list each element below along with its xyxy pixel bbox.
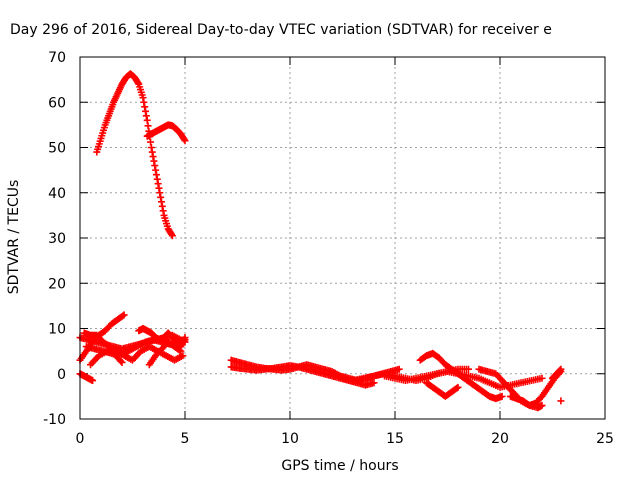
- axis-ticks: 0 5 10 15 20 25 -10 0 10 20 30 40 50 60 70: [43, 50, 614, 447]
- data-point: [144, 122, 152, 130]
- y-tick-label: 60: [48, 95, 66, 111]
- y-tick-label: 10: [48, 322, 66, 338]
- series-s3: [76, 370, 97, 385]
- data-point: [119, 312, 127, 320]
- data-point: [118, 358, 126, 366]
- y-tick-label: 30: [48, 231, 66, 247]
- series-s12: [227, 362, 378, 389]
- data-point: [168, 232, 176, 240]
- data-point: [157, 193, 165, 201]
- series-s9: [80, 329, 126, 366]
- series-s1: [93, 70, 176, 240]
- data-point: [557, 365, 565, 373]
- data-point: [181, 137, 189, 145]
- data-point: [156, 189, 164, 197]
- data-point: [168, 230, 176, 238]
- data-point: [149, 153, 157, 161]
- x-axis-title: GPS time / hours: [281, 458, 398, 474]
- data-point: [134, 79, 142, 87]
- data-point: [152, 171, 160, 179]
- data-point: [179, 352, 187, 360]
- x-tick-label: 25: [596, 431, 614, 447]
- data-point: [148, 148, 156, 156]
- data-point: [117, 357, 125, 365]
- data-point: [177, 347, 185, 355]
- x-tick-label: 0: [76, 431, 85, 447]
- data-point: [465, 365, 472, 373]
- data-points: [76, 70, 565, 412]
- data-point: [147, 144, 155, 151]
- data-point: [139, 94, 147, 102]
- data-point: [556, 366, 564, 374]
- data-point: [176, 346, 184, 354]
- data-point: [454, 383, 462, 391]
- data-point: [395, 365, 403, 373]
- data-point: [557, 397, 565, 405]
- data-point: [453, 384, 461, 392]
- plot-frame: [79, 56, 606, 420]
- y-tick-label: 70: [48, 50, 66, 66]
- data-point: [180, 135, 188, 143]
- y-axis-title: SDTVAR / TECUs: [6, 180, 22, 295]
- data-point: [538, 374, 546, 382]
- data-point: [181, 334, 189, 342]
- data-point: [140, 98, 148, 106]
- data-point: [142, 112, 150, 120]
- data-point: [159, 207, 167, 215]
- x-tick-label: 10: [281, 431, 299, 447]
- chart-title: Day 296 of 2016, Sidereal Day-to-day VTE…: [10, 22, 552, 38]
- data-point: [154, 180, 162, 188]
- data-point: [157, 198, 165, 206]
- x-tick-label: 15: [386, 431, 404, 447]
- data-point: [152, 166, 160, 174]
- y-tick-label: 50: [48, 141, 66, 157]
- data-point: [158, 202, 166, 210]
- data-point: [143, 116, 151, 124]
- series-s20: [557, 397, 565, 405]
- data-point: [89, 377, 97, 385]
- data-point: [147, 138, 155, 146]
- data-point: [142, 107, 150, 115]
- data-point: [498, 392, 506, 400]
- data-point: [120, 311, 128, 319]
- series-s19: [549, 365, 565, 382]
- data-point: [151, 162, 159, 170]
- y-tick-label: 40: [48, 186, 66, 202]
- y-tick-label: 20: [48, 276, 66, 292]
- y-tick-label: 0: [57, 367, 66, 383]
- data-point: [538, 401, 546, 409]
- grid: [80, 57, 605, 419]
- series-s10: [145, 338, 185, 369]
- data-point: [153, 175, 161, 183]
- series-s16: [423, 379, 462, 400]
- series-s15: [416, 349, 506, 403]
- y-tick-label: -10: [43, 412, 66, 428]
- data-point: [150, 157, 158, 165]
- data-point: [370, 379, 378, 387]
- data-point: [141, 103, 149, 111]
- x-tick-label: 20: [491, 431, 509, 447]
- data-point: [155, 184, 163, 192]
- x-tick-label: 5: [181, 431, 190, 447]
- series-s8: [135, 325, 189, 351]
- series-s2: [143, 121, 189, 145]
